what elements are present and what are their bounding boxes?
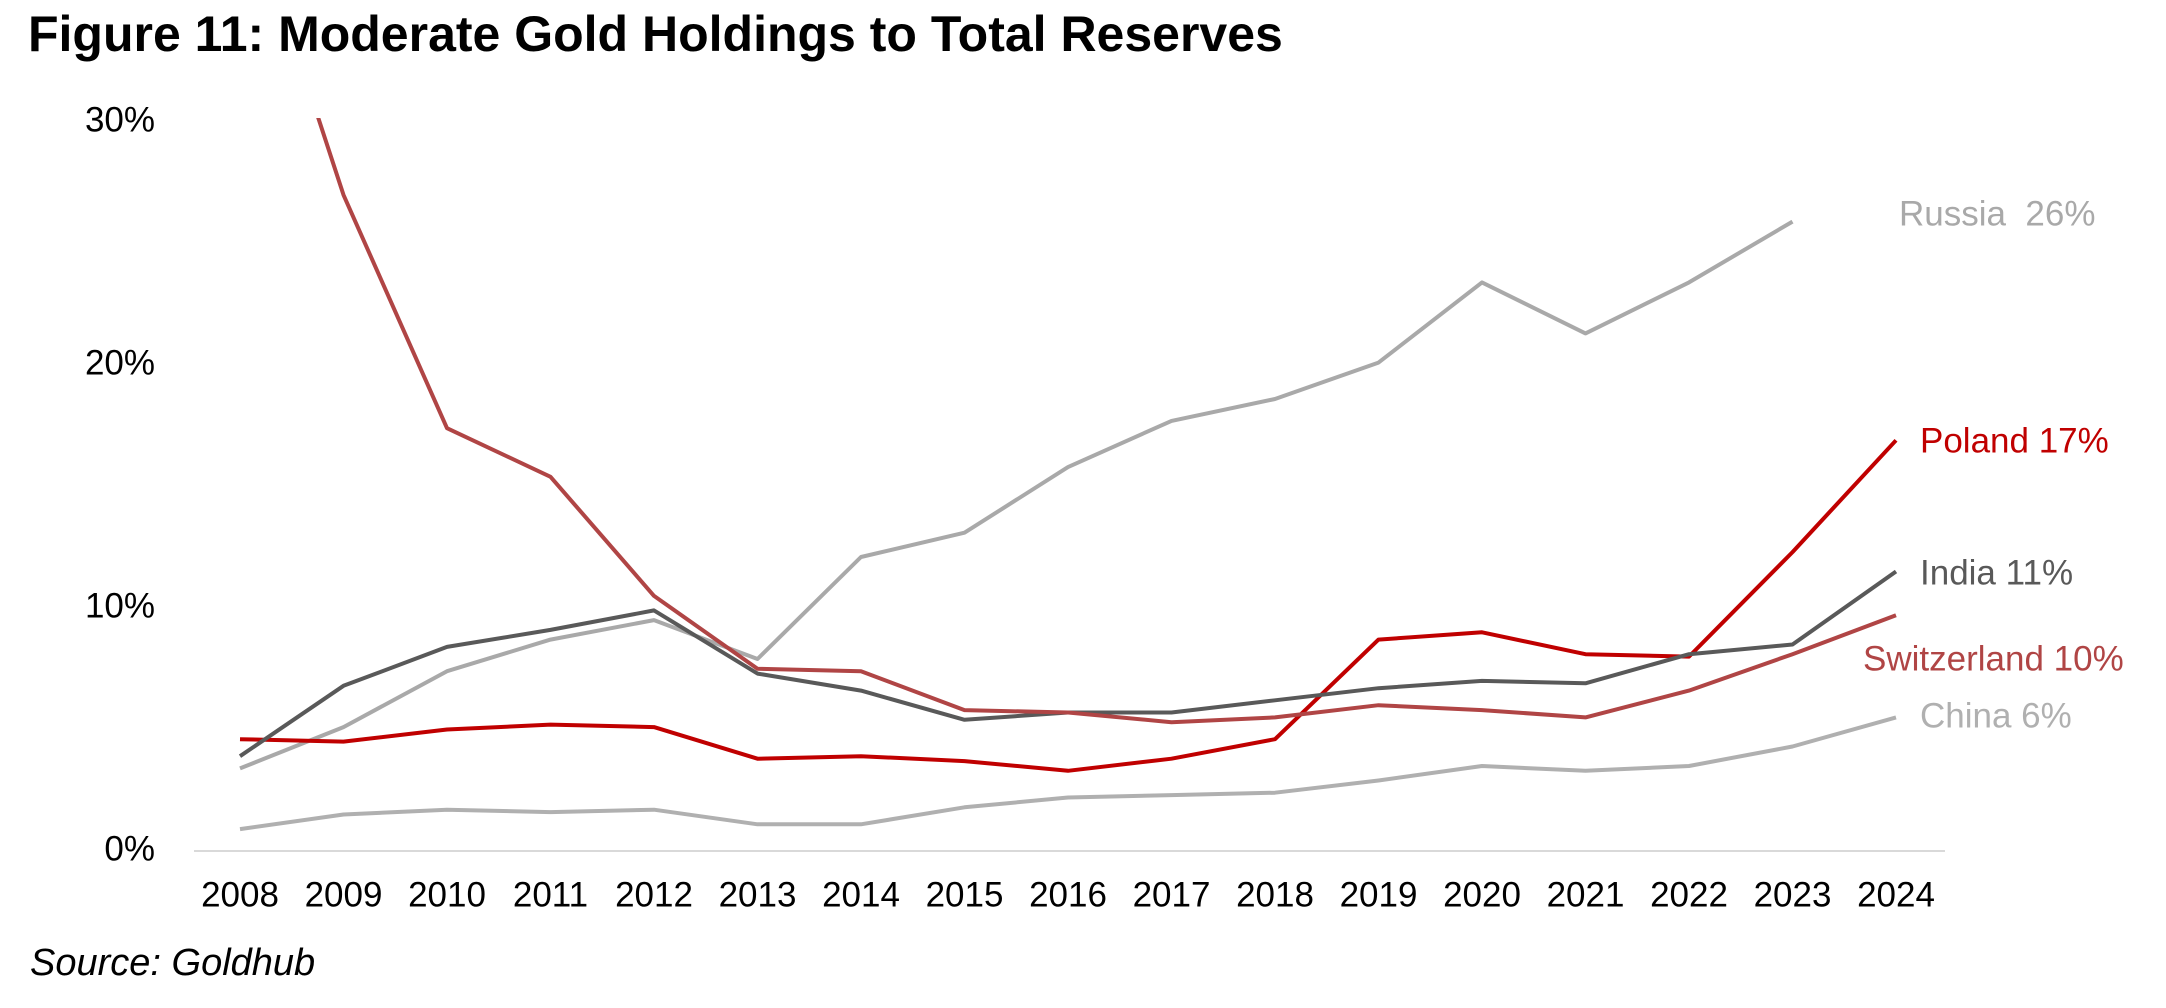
x-tick-label: 2022 (1650, 875, 1728, 914)
x-tick-label: 2016 (1029, 875, 1107, 914)
source-note: Source: Goldhub (30, 942, 315, 984)
x-tick-label: 2017 (1133, 875, 1211, 914)
series-line (239, 219, 1794, 771)
x-tick-label: 2021 (1547, 875, 1625, 914)
x-tick-label: 2009 (305, 875, 383, 914)
x-tick-label: 2020 (1443, 875, 1521, 914)
x-tick-label: 2013 (719, 875, 797, 914)
series-line (239, 438, 1898, 773)
series-label: Russia 26% (1899, 194, 2095, 233)
x-tick-label: 2014 (822, 875, 900, 914)
series-label: India 11% (1920, 553, 2073, 592)
series-label: Poland 17% (1920, 421, 2109, 460)
series-label: China 6% (1920, 696, 2072, 735)
x-tick-label: 2019 (1340, 875, 1418, 914)
x-tick-label: 2018 (1236, 875, 1314, 914)
chart-title: Figure 11: Moderate Gold Holdings to Tot… (28, 6, 1283, 62)
y-tick-label: 30% (85, 100, 155, 139)
x-tick-label: 2015 (926, 875, 1004, 914)
x-tick-label: 2011 (513, 875, 588, 914)
x-tick-label: 2012 (615, 875, 693, 914)
series-line (316, 118, 1897, 725)
y-tick-label: 20% (85, 343, 155, 382)
y-tick-label: 10% (85, 586, 155, 625)
series-line (239, 715, 1897, 832)
y-tick-label: 0% (104, 829, 155, 868)
x-tick-label: 2023 (1754, 875, 1832, 914)
x-tick-label: 2008 (201, 875, 279, 914)
x-tick-label: 2010 (408, 875, 486, 914)
x-tick-label: 2024 (1857, 875, 1935, 914)
series-label: Switzerland 10% (1863, 639, 2124, 678)
